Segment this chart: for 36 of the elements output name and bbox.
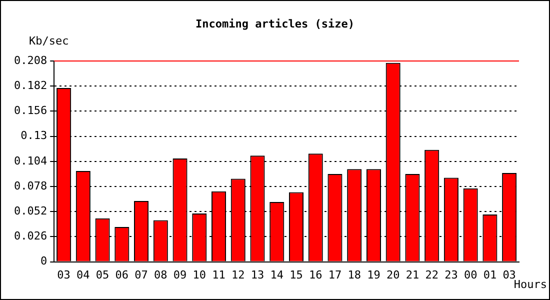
chart-title: Incoming articles (size) xyxy=(196,17,354,30)
y-tick-label: 0.13 xyxy=(20,129,48,142)
x-tick-label: 05 xyxy=(96,268,110,282)
x-tick-label: 09 xyxy=(173,268,187,282)
x-tick-label: 22 xyxy=(425,268,438,282)
x-tick-label: 12 xyxy=(232,268,245,282)
y-tick-label: 0.104 xyxy=(14,154,48,168)
x-tick-label: 15 xyxy=(290,268,303,282)
x-tick-label: 20 xyxy=(386,268,400,282)
x-axis-title: Hours xyxy=(514,278,547,292)
x-tick-label: 04 xyxy=(76,268,90,282)
x-tick-label: 21 xyxy=(406,268,420,282)
x-tick-label: 19 xyxy=(367,268,380,282)
y-tick-label: 0.078 xyxy=(14,179,48,192)
y-tick-label: 0.052 xyxy=(14,204,48,218)
y-tick-label: 0.208 xyxy=(14,54,48,67)
x-tick-label: 14 xyxy=(270,268,284,282)
x-tick-label: 06 xyxy=(115,268,129,282)
x-tick-label: 07 xyxy=(134,268,148,282)
x-tick-label: 13 xyxy=(250,268,264,282)
x-tick-label: 01 xyxy=(483,268,497,282)
x-tick-label: 18 xyxy=(348,268,361,282)
y-tick-label: 0.182 xyxy=(14,78,48,92)
y-tick-label: 0.026 xyxy=(14,230,48,243)
y-tick-label: 0.156 xyxy=(14,104,48,118)
x-tick-label: 03 xyxy=(502,268,516,282)
x-tick-label: 00 xyxy=(464,268,478,282)
x-tick-label: 08 xyxy=(154,268,168,282)
x-tick-label: 11 xyxy=(212,268,226,282)
x-tick-label: 17 xyxy=(328,268,342,282)
y-axis-title: Kb/sec xyxy=(29,34,69,48)
x-tick-label: 23 xyxy=(444,268,458,282)
x-tick-label: 10 xyxy=(192,268,206,282)
x-tick-label: 03 xyxy=(57,268,70,282)
x-tick-label: 16 xyxy=(308,268,322,282)
y-tick-label: 0 xyxy=(40,254,48,268)
